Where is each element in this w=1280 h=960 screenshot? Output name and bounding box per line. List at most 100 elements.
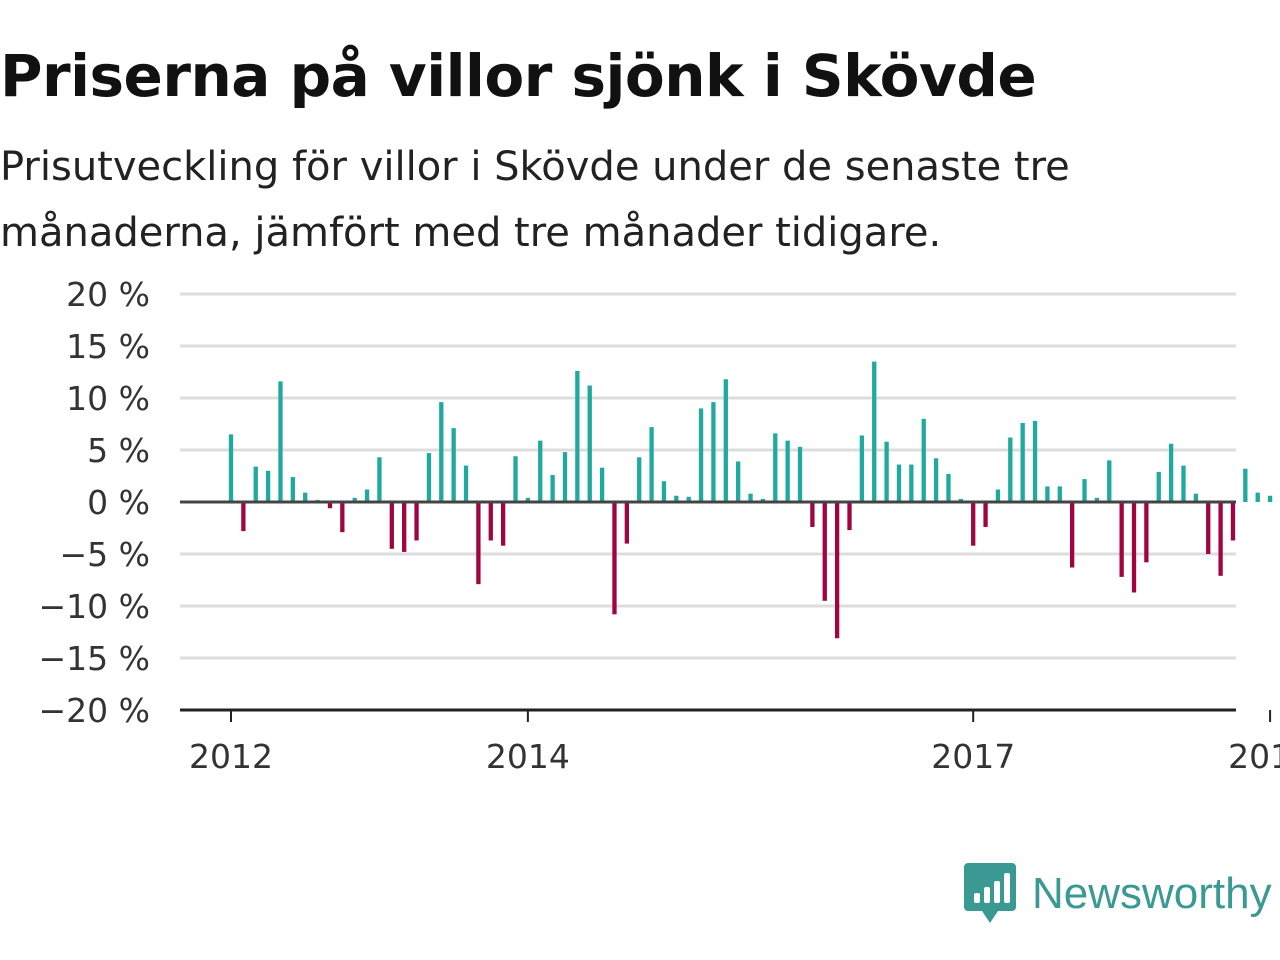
y-tick-label: 15 % xyxy=(66,327,150,366)
bar xyxy=(599,467,605,502)
bar xyxy=(711,402,716,502)
bar xyxy=(884,441,889,502)
bar xyxy=(364,489,370,502)
bar xyxy=(686,496,691,502)
bar xyxy=(810,502,815,527)
bar xyxy=(414,502,419,541)
bar xyxy=(773,433,778,502)
bar xyxy=(624,502,629,544)
bar xyxy=(439,402,444,502)
bar xyxy=(562,452,568,502)
bar xyxy=(1070,502,1075,568)
bar xyxy=(637,457,642,502)
grid-layer xyxy=(180,292,1236,660)
bars xyxy=(228,361,1273,639)
bar xyxy=(958,498,963,502)
bar xyxy=(587,385,592,502)
bar xyxy=(995,489,1001,502)
bar xyxy=(1119,502,1124,577)
bar xyxy=(921,418,926,502)
bar xyxy=(698,408,704,502)
bar xyxy=(327,502,333,509)
bar xyxy=(946,473,951,502)
bar xyxy=(1045,486,1050,502)
bar xyxy=(1032,420,1038,502)
chart-title: Priserna på villor sjönk i Skövde xyxy=(0,42,1037,110)
bar xyxy=(340,502,345,533)
bar xyxy=(253,466,258,502)
bar xyxy=(1181,465,1186,502)
bar xyxy=(1243,468,1248,502)
x-axis: 201220142017201920222024 xyxy=(180,708,1280,776)
bar xyxy=(290,477,295,502)
bar xyxy=(1193,493,1199,502)
newsworthy-logo-icon xyxy=(964,863,1016,923)
bar xyxy=(1107,460,1112,502)
bar xyxy=(1230,502,1236,541)
bar xyxy=(352,497,357,502)
bar xyxy=(822,502,827,601)
y-tick-label: 10 % xyxy=(66,379,150,418)
bar xyxy=(513,456,518,502)
y-tick-label: −5 % xyxy=(60,535,151,574)
bar xyxy=(1057,486,1062,502)
bar xyxy=(983,502,988,527)
bar xyxy=(538,440,543,502)
bar xyxy=(834,502,840,639)
bar xyxy=(785,440,790,502)
bar xyxy=(1255,492,1260,502)
bar xyxy=(426,453,432,502)
bar xyxy=(525,497,531,502)
y-tick-label: −10 % xyxy=(39,587,151,626)
bar xyxy=(1206,502,1211,554)
bar xyxy=(1144,502,1149,563)
bar xyxy=(1156,471,1161,502)
bar xyxy=(377,457,382,502)
x-tick-label: 2012 xyxy=(189,737,273,776)
bar xyxy=(550,474,555,502)
bar xyxy=(736,461,741,502)
bar xyxy=(1082,479,1087,502)
y-axis-ticks: 20 % 15 % 10 % 5 % 0 % −5 % −10 % −15 % −20 % xyxy=(39,275,151,730)
bar xyxy=(402,502,407,552)
bar xyxy=(723,379,728,502)
bar xyxy=(649,427,654,502)
bar xyxy=(1008,437,1013,502)
bar xyxy=(612,502,617,615)
bar xyxy=(847,502,852,531)
bar xyxy=(971,502,976,546)
brand-logo: Newsworthy xyxy=(964,862,1272,926)
bar xyxy=(661,481,667,502)
bar xyxy=(1020,422,1025,502)
bar xyxy=(1168,443,1174,502)
bar xyxy=(859,435,865,502)
bar xyxy=(488,502,493,541)
bar xyxy=(909,464,914,502)
bar xyxy=(278,381,283,502)
bar xyxy=(1131,502,1137,593)
bar xyxy=(476,502,481,585)
bar xyxy=(241,502,246,532)
x-tick-label: 2017 xyxy=(931,737,1015,776)
y-tick-label: 20 % xyxy=(66,275,150,314)
y-tick-label: 0 % xyxy=(87,483,150,522)
bar xyxy=(575,370,580,502)
y-tick-label: −15 % xyxy=(39,639,151,678)
bar xyxy=(1218,502,1223,576)
bar xyxy=(1094,497,1100,502)
bar xyxy=(1267,495,1273,502)
bar xyxy=(760,498,766,502)
x-tick-label: 2014 xyxy=(486,737,570,776)
x-tick-label: 2019 xyxy=(1228,737,1280,776)
y-tick-label: 5 % xyxy=(87,431,150,470)
chart-subtitle: Prisutveckling för villor i Skövde under… xyxy=(0,144,1070,256)
bar xyxy=(797,446,803,502)
y-tick-label: −20 % xyxy=(39,691,151,730)
bar xyxy=(451,428,456,502)
bar xyxy=(389,502,394,549)
bar xyxy=(872,361,877,502)
bar xyxy=(896,464,902,502)
bar xyxy=(933,458,939,502)
bar xyxy=(674,495,679,502)
